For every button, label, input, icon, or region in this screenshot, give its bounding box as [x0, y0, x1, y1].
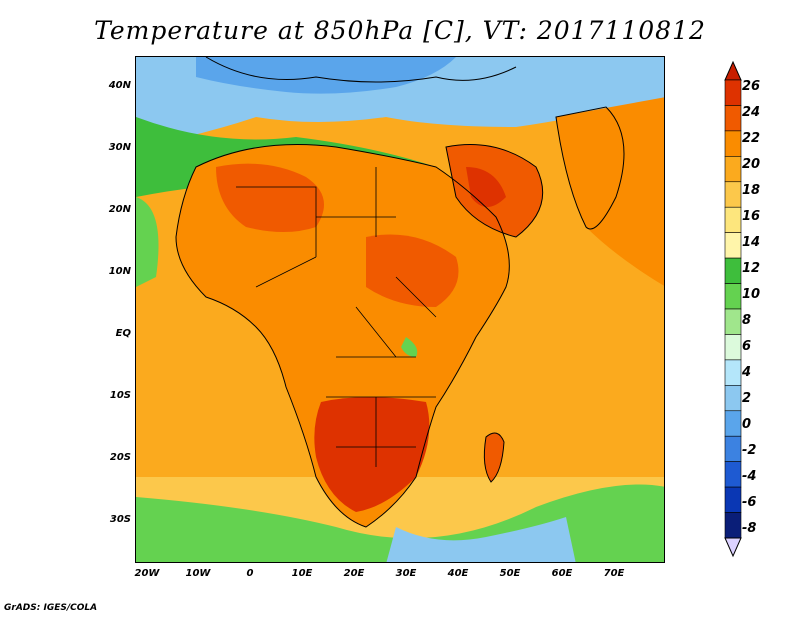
colorbar-cell — [724, 156, 742, 183]
lat-label-10n: 10N — [108, 266, 131, 277]
colorbar-label-4: 4 — [742, 365, 752, 380]
colorbar-label-12: 12 — [742, 261, 761, 276]
colorbar-cell — [724, 105, 742, 132]
colorbar-label-22: 22 — [742, 131, 761, 146]
sudan-hot — [366, 234, 459, 307]
colorbar-cell — [724, 181, 742, 208]
colorbar-label-6: 6 — [742, 339, 752, 354]
lat-label-30n: 30N — [108, 142, 131, 153]
southern-africa-hottest — [314, 397, 430, 512]
lon-label-0: 0 — [246, 568, 254, 579]
colorbar-label-18: 18 — [742, 183, 761, 198]
credit-text: GrADS: IGES/COLA — [4, 603, 98, 613]
lon-label-60e: 60E — [551, 568, 573, 579]
colorbar-cell — [724, 308, 742, 335]
temperature-field — [136, 57, 664, 562]
north-cold-band — [196, 57, 456, 94]
colorbar-over-arrow — [724, 60, 742, 81]
lat-label-10s: 10S — [109, 390, 131, 401]
sahara-hot — [216, 163, 324, 232]
colorbar-cell — [724, 334, 742, 361]
colorbar — [724, 60, 742, 558]
colorbar-cell — [724, 461, 742, 488]
colorbar-under-arrow — [724, 537, 742, 558]
colorbar-label-m8: -8 — [742, 521, 757, 536]
colorbar-cell — [724, 257, 742, 284]
lat-label-eq: EQ — [115, 328, 131, 339]
europe-coastline — [205, 57, 517, 83]
colorbar-cell — [724, 232, 742, 259]
colorbar-cell — [724, 130, 742, 157]
colorbar-cell — [724, 79, 742, 106]
lon-label-10e: 10E — [291, 568, 313, 579]
madagascar — [484, 433, 504, 482]
lon-label-50e: 50E — [499, 568, 521, 579]
madagascar-coastline — [483, 432, 505, 483]
colorbar-cell — [724, 283, 742, 310]
east-africa-cool — [401, 337, 418, 357]
colorbar-label-m4: -4 — [742, 469, 757, 484]
atlantic-west-green — [136, 197, 159, 287]
country-borders — [236, 167, 437, 467]
colorbar-label-20: 20 — [742, 157, 761, 172]
lat-label-20n: 20N — [108, 204, 131, 215]
southern-blue-band — [386, 517, 576, 562]
lat-label-20s: 20S — [109, 452, 131, 463]
lon-label-10w: 10W — [185, 568, 211, 579]
colorbar-cell — [724, 206, 742, 233]
colorbar-label-2: 2 — [742, 391, 752, 406]
map-panel — [135, 56, 665, 563]
lon-label-70e: 70E — [603, 568, 625, 579]
colorbar-cell — [724, 486, 742, 513]
colorbar-cell — [724, 385, 742, 412]
lon-label-30e: 30E — [395, 568, 417, 579]
india-coastline — [555, 106, 625, 230]
africa-coastline — [175, 144, 510, 528]
india-warm — [556, 97, 664, 286]
colorbar-label-m2: -2 — [742, 443, 757, 458]
colorbar-cell — [724, 410, 742, 437]
colorbar-cell — [724, 435, 742, 462]
colorbar-label-m6: -6 — [742, 495, 757, 510]
map-title: Temperature at 850hPa [C], VT: 201711081… — [94, 16, 706, 45]
lat-label-30s: 30S — [109, 514, 131, 525]
lon-label-20w: 20W — [134, 568, 160, 579]
colorbar-label-26: 26 — [742, 79, 761, 94]
lat-label-40n: 40N — [108, 80, 131, 91]
arabia-hottest — [466, 167, 506, 207]
colorbar-label-16: 16 — [742, 209, 761, 224]
colorbar-label-8: 8 — [742, 313, 752, 328]
colorbar-label-24: 24 — [742, 105, 761, 120]
arabia-coastline — [445, 144, 544, 238]
colorbar-cell — [724, 359, 742, 386]
colorbar-label-14: 14 — [742, 235, 761, 250]
lon-label-20e: 20E — [343, 568, 365, 579]
colorbar-label-10: 10 — [742, 287, 761, 302]
colorbar-label-0: 0 — [742, 417, 752, 432]
lon-label-40e: 40E — [447, 568, 469, 579]
colorbar-cell — [724, 512, 742, 539]
